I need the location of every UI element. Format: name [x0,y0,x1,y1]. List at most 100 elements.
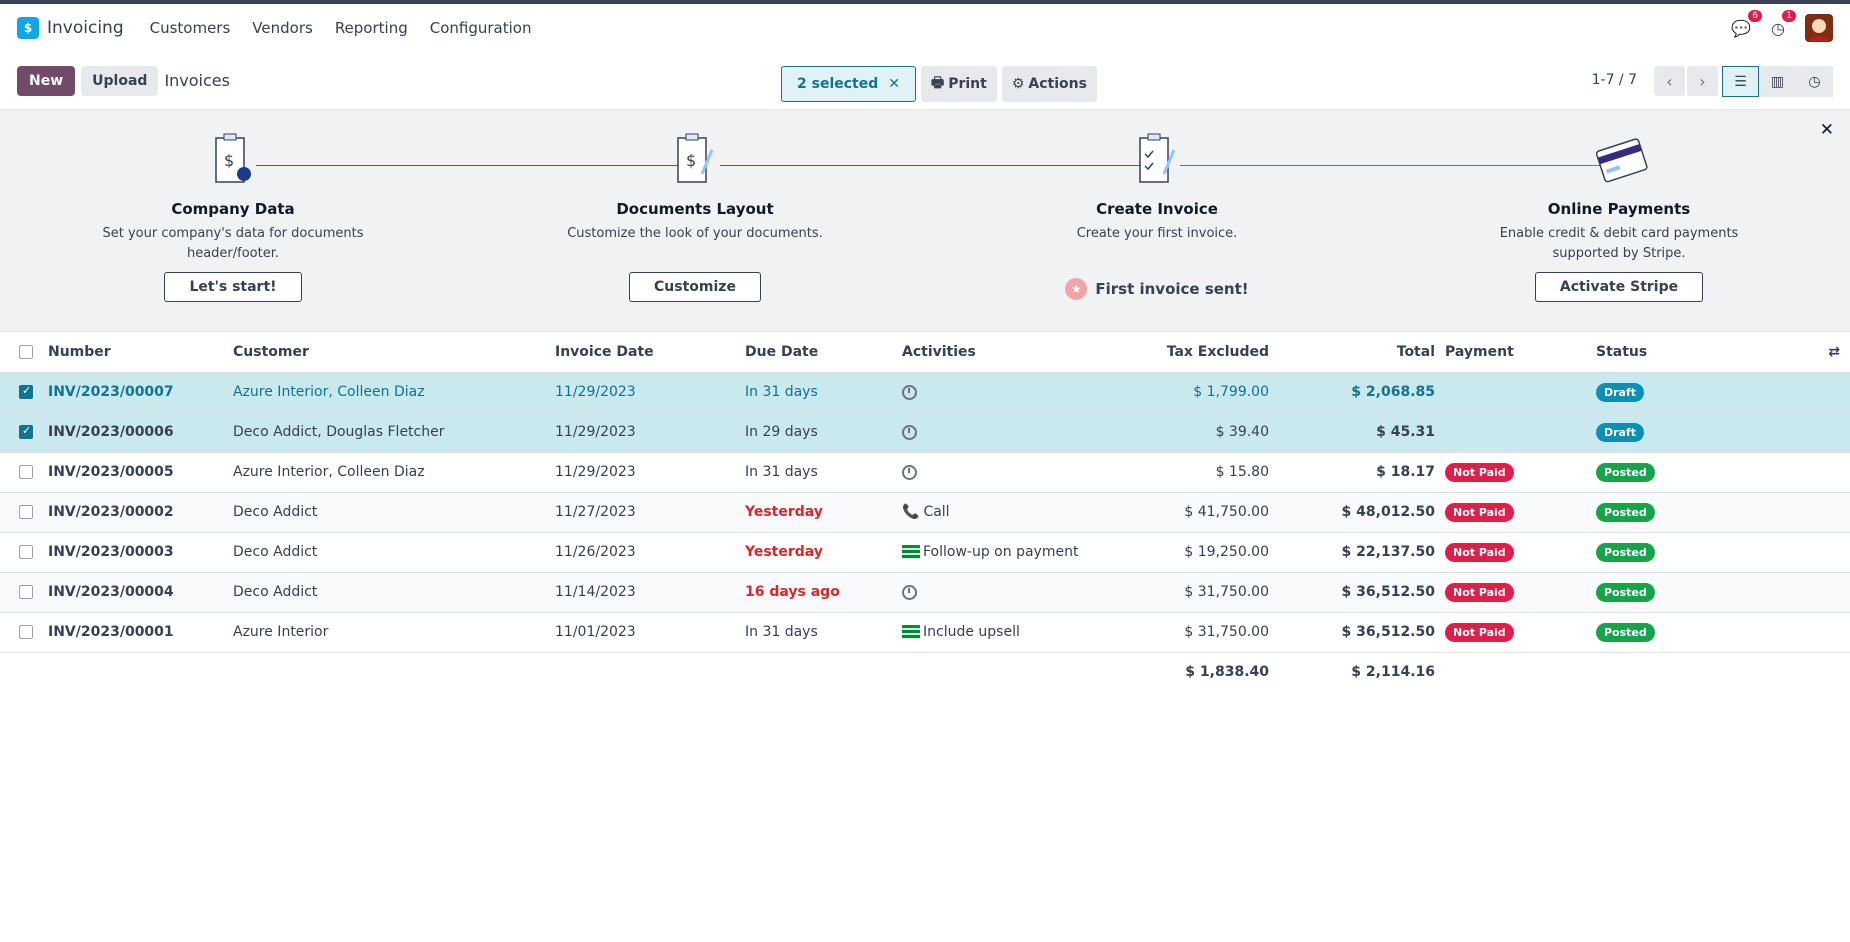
payment-badge: Not Paid [1445,462,1514,482]
row-checkbox[interactable] [19,424,33,439]
row-checkbox[interactable] [19,465,33,479]
svg-text:$: $ [686,151,696,170]
activity-clock-icon[interactable] [902,464,917,480]
cell-invoice-date: 11/14/2023 [555,572,745,613]
col-total[interactable]: Total [1269,332,1435,373]
cell-customer: Deco Addict, Douglas Fletcher [233,412,555,453]
step-done-label: First invoice sent! [1095,280,1249,298]
cell-number: INV/2023/00007 [48,372,233,413]
col-tax-excluded[interactable]: Tax Excluded [1102,332,1269,373]
cell-tax-excluded: $ 31,750.00 [1102,612,1269,653]
payment-badge: Not Paid [1445,622,1514,642]
cell-tax-excluded: $ 15.80 [1102,452,1269,493]
progress-line-done [256,165,696,166]
table-row[interactable]: INV/2023/00006 Deco Addict, Douglas Flet… [0,412,1850,453]
actions-button[interactable]: ⚙ Actions [1001,66,1097,102]
user-avatar[interactable] [1805,14,1833,42]
activity-label: Include upsell [923,624,1020,640]
payment-badge: Not Paid [1445,502,1514,522]
app-name[interactable]: Invoicing [47,18,124,38]
nav-configuration[interactable]: Configuration [429,19,532,37]
cell-tax-excluded: $ 1,799.00 [1102,372,1269,413]
onboarding-step-company-data: $ Company Data Set your company's data f… [83,130,383,302]
pager-value[interactable]: 1-7 / 7 [1591,72,1637,88]
cell-total: $ 2,068.85 [1269,372,1435,413]
cell-customer: Azure Interior [233,612,555,653]
cell-tax-excluded: $ 31,750.00 [1102,572,1269,613]
close-onboarding-icon[interactable]: ✕ [1819,120,1834,140]
row-checkbox[interactable] [19,505,33,519]
list-view-icon[interactable]: ☰ [1722,66,1759,97]
table-row[interactable]: INV/2023/00001 Azure Interior 11/01/2023… [0,612,1850,653]
table-row[interactable]: INV/2023/00004 Deco Addict 11/14/2023 16… [0,572,1850,613]
col-customer[interactable]: Customer [233,332,555,373]
status-badge: Draft [1596,422,1645,442]
activity-clock-icon[interactable] [902,584,917,600]
invoice-document-icon: $ [210,130,256,192]
select-all-checkbox-cell[interactable] [0,332,48,373]
table-row[interactable]: INV/2023/00002 Deco Addict 11/27/2023 Ye… [0,492,1850,533]
status-badge: Posted [1596,582,1655,602]
customize-button[interactable]: Customize [629,272,761,302]
print-button[interactable]: 🖶 Print [920,66,997,102]
pager-buttons: ‹ › [1654,66,1718,96]
activate-stripe-button[interactable]: Activate Stripe [1534,272,1704,302]
nav-vendors[interactable]: Vendors [252,19,313,37]
upload-button[interactable]: Upload [81,65,159,96]
cell-due-date: Yesterday [745,532,902,573]
col-invoice-date[interactable]: Invoice Date [555,332,745,373]
nav-customers[interactable]: Customers [149,19,231,37]
row-checkbox[interactable] [19,384,33,399]
step-title: Online Payments [1547,200,1691,218]
cell-invoice-date: 11/01/2023 [555,612,745,653]
table-row[interactable]: INV/2023/00005 Azure Interior, Colleen D… [0,452,1850,493]
activity-view-icon[interactable]: ◷ [1796,66,1833,97]
activity-clock-icon[interactable] [902,424,917,440]
messages-icon[interactable]: 💬 6 [1731,9,1763,38]
pager-previous-icon[interactable]: ‹ [1654,66,1685,96]
invoicing-app-logo[interactable]: $ [17,17,43,42]
cell-due-date: In 29 days [745,412,902,453]
row-checkbox[interactable] [19,585,33,599]
col-status[interactable]: Status [1596,332,1730,373]
cell-due-date: In 31 days [745,612,902,653]
selected-count-pill[interactable]: 2 selected ✕ [781,66,916,102]
payment-badge: Not Paid [1445,582,1514,602]
lets-start-button[interactable]: Let's start! [164,272,302,302]
cell-due-date: Yesterday [745,492,902,533]
col-payment[interactable]: Payment [1445,332,1596,373]
col-due-date[interactable]: Due Date [745,332,902,373]
step-desc: Create your first invoice. [1076,226,1238,241]
cell-tax-excluded: $ 41,750.00 [1102,492,1269,533]
activities-clock-icon[interactable]: ◷ 1 [1771,9,1796,38]
row-checkbox[interactable] [19,625,33,639]
cell-activity[interactable]: 📞 Call [902,492,1102,533]
actions-label: Actions [1028,76,1087,92]
activity-clock-icon[interactable] [902,384,917,400]
cell-activity[interactable]: Include upsell [902,612,1102,653]
table-row[interactable]: INV/2023/00003 Deco Addict 11/26/2023 Ye… [0,532,1850,573]
cell-customer: Azure Interior, Colleen Diaz [233,372,555,413]
cell-due-date: 16 days ago [745,572,902,613]
table-row[interactable]: INV/2023/00007 Azure Interior, Colleen D… [0,372,1850,413]
cell-total: $ 22,137.50 [1269,532,1435,573]
nav-reporting[interactable]: Reporting [334,19,408,37]
totals-row: $ 1,838.40 $ 2,114.16 [0,652,1850,692]
kanban-view-icon[interactable]: ▥ [1759,66,1796,97]
col-activities[interactable]: Activities [902,332,1102,373]
col-number[interactable]: Number [48,332,233,373]
cell-activity[interactable]: Follow-up on payment [902,532,1102,573]
pager-next-icon[interactable]: › [1687,66,1718,96]
cell-total: $ 48,012.50 [1269,492,1435,533]
step-desc: Enable credit & debit card payments supp… [1499,226,1739,261]
new-button[interactable]: New [17,65,76,96]
cell-invoice-date: 11/27/2023 [555,492,745,533]
activity-label: Call [923,504,950,520]
todo-list-icon [902,545,920,559]
payment-badge: Not Paid [1445,542,1514,562]
unselect-close-icon[interactable]: ✕ [888,76,900,92]
total-total: $ 2,114.16 [1351,664,1435,681]
row-checkbox[interactable] [19,545,33,559]
optional-columns-icon[interactable]: ⇄ [1730,332,1850,373]
select-all-checkbox[interactable] [19,344,33,359]
